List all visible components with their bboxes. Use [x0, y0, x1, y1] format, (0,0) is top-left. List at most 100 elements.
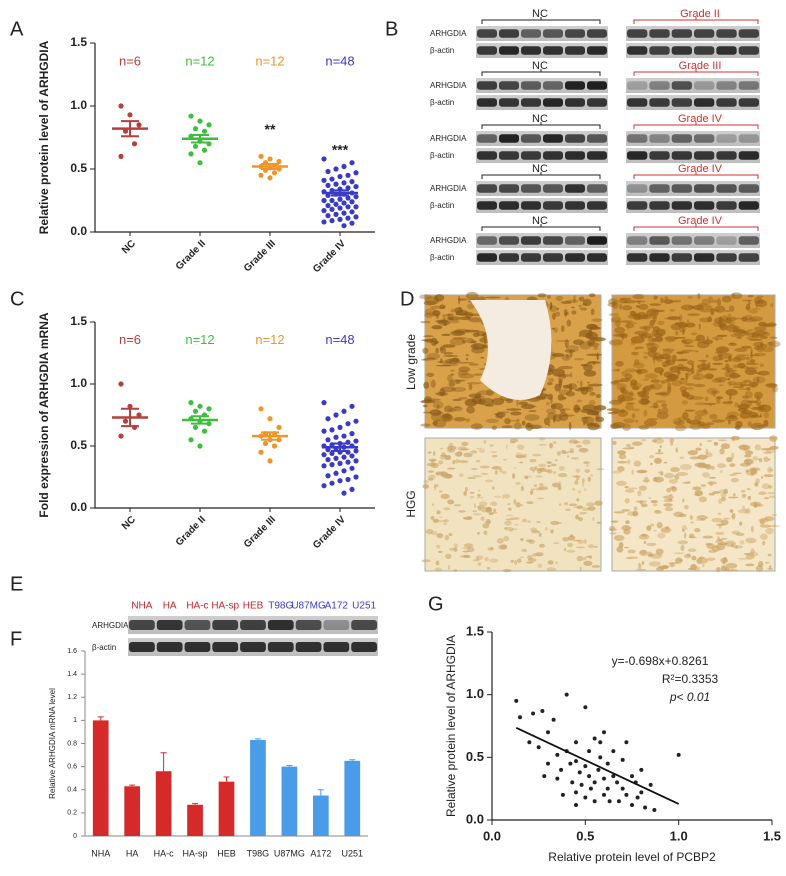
blot-band — [587, 253, 607, 262]
data-point — [353, 194, 359, 200]
tissue-texture — [494, 495, 502, 498]
tissue-texture — [514, 559, 518, 566]
tissue-texture — [695, 447, 702, 451]
data-point — [345, 459, 351, 465]
tissue-texture — [681, 349, 695, 352]
tissue-texture — [757, 370, 770, 376]
tissue-texture — [675, 351, 690, 354]
tissue-texture — [728, 473, 737, 476]
data-point — [341, 180, 347, 186]
tissue-texture — [688, 419, 702, 425]
data-point — [258, 449, 264, 455]
tissue-texture — [630, 341, 636, 346]
tissue-texture — [516, 418, 520, 423]
data-point — [353, 448, 359, 454]
data-point — [321, 400, 327, 406]
tissue-texture — [563, 451, 569, 454]
tissue-texture — [751, 308, 762, 310]
tissue-texture — [558, 465, 565, 471]
lane-label: A172 — [325, 601, 349, 612]
tissue-texture — [715, 336, 718, 341]
tissue-texture — [655, 548, 664, 555]
tissue-texture — [732, 386, 745, 388]
tissue-texture — [525, 539, 533, 543]
tissue-texture — [447, 313, 454, 316]
tissue-texture — [435, 347, 439, 354]
tissue-texture — [622, 447, 635, 450]
lane-label: HA — [163, 601, 177, 612]
tissue-texture — [516, 444, 525, 450]
tissue-texture — [502, 494, 505, 499]
tissue-texture — [578, 304, 582, 308]
tissue-texture — [740, 365, 749, 370]
tissue-texture — [465, 357, 469, 361]
tissue-texture — [707, 362, 711, 370]
tissue-texture — [771, 386, 779, 393]
tissue-texture — [443, 507, 451, 511]
tissue-texture — [477, 562, 482, 566]
blot-group-label: Grade II — [680, 8, 720, 20]
data-point — [345, 195, 351, 201]
y-axis-label: Relative ARHGDIA mRNA level — [48, 688, 57, 799]
tissue-texture — [716, 463, 726, 468]
data-point — [333, 181, 339, 187]
tissue-texture — [610, 381, 619, 384]
tissue-texture — [454, 569, 458, 572]
lane-label: U251 — [352, 601, 376, 612]
tissue-texture — [732, 364, 739, 369]
tissue-texture — [723, 517, 731, 520]
tissue-texture — [476, 505, 485, 509]
tissue-texture — [503, 458, 507, 461]
data-point — [345, 172, 351, 178]
blot-band — [521, 46, 541, 55]
tissue-texture — [528, 424, 542, 430]
tissue-texture — [731, 293, 735, 298]
tissue-texture — [634, 419, 639, 423]
x-tick-label: NHA — [91, 848, 110, 858]
tissue-texture — [483, 439, 487, 444]
tissue-texture — [769, 445, 779, 450]
tissue-texture — [715, 567, 721, 573]
tissue-texture — [731, 436, 736, 442]
data-point — [188, 437, 194, 443]
tissue-texture — [567, 542, 573, 548]
tissue-texture — [715, 396, 724, 400]
tissue-texture — [637, 469, 648, 474]
blot-band — [627, 46, 648, 55]
data-point — [337, 196, 343, 202]
tissue-texture — [483, 521, 491, 524]
data-point — [321, 452, 327, 458]
tissue-texture — [692, 486, 702, 491]
tissue-texture — [435, 364, 451, 367]
tissue-texture — [746, 356, 750, 361]
tissue-texture — [436, 510, 441, 515]
tissue-texture — [642, 479, 651, 483]
tissue-texture — [587, 383, 603, 387]
blot-band — [351, 641, 377, 653]
y-tick-label: 0.0 — [70, 224, 87, 238]
tissue-texture — [730, 333, 745, 338]
blot-band — [649, 253, 670, 262]
tissue-texture — [624, 527, 632, 529]
data-point — [345, 204, 351, 210]
bar — [124, 786, 141, 836]
y-tick-label: 1.5 — [70, 314, 87, 328]
data-point — [333, 166, 339, 172]
tissue-texture — [700, 483, 707, 488]
tissue-texture — [696, 515, 708, 520]
tissue-texture — [638, 334, 646, 337]
blot-band — [649, 236, 670, 245]
tissue-texture — [472, 510, 478, 513]
tissue-texture — [748, 309, 758, 314]
tissue-texture — [758, 458, 763, 463]
blot-band — [499, 253, 519, 262]
tissue-texture — [671, 380, 683, 387]
tissue-texture — [494, 470, 498, 475]
tissue-texture — [684, 342, 691, 345]
data-point — [127, 112, 133, 118]
tissue-texture — [702, 308, 716, 311]
blot-strip — [626, 78, 760, 93]
tissue-texture — [447, 445, 457, 451]
tissue-texture — [453, 406, 460, 409]
tissue-texture — [760, 448, 773, 451]
